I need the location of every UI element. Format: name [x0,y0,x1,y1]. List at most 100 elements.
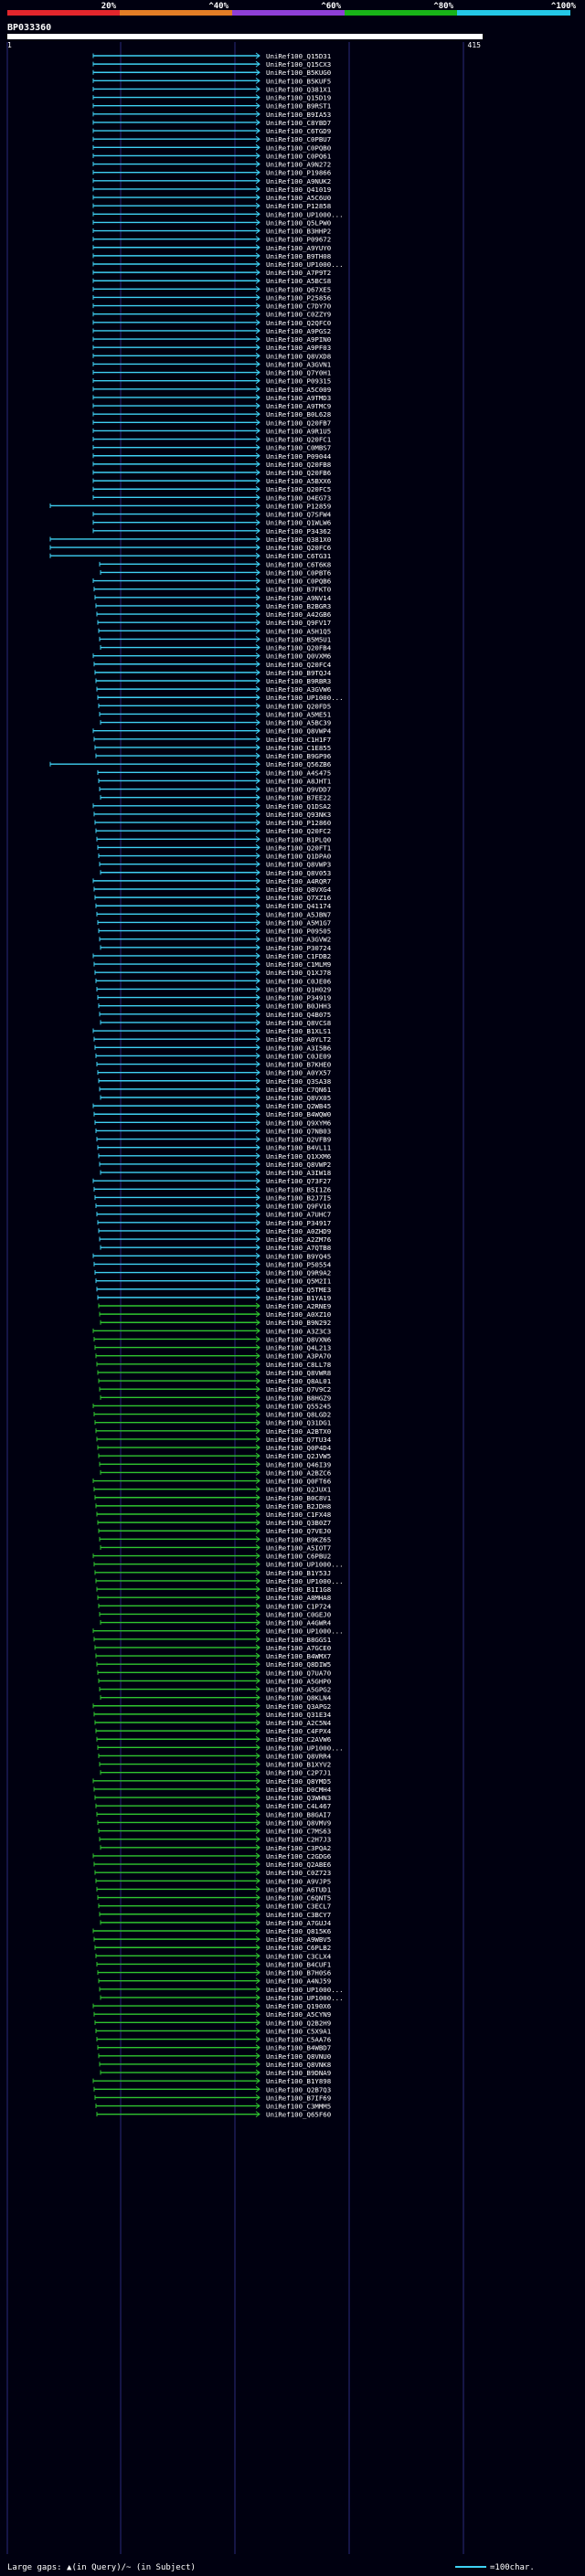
hit-label[interactable]: UniRef100_Q93NK3 [266,811,331,819]
hit-label[interactable]: UniRef100_A9R1U5 [266,427,331,435]
hit-row[interactable]: UniRef100_A5BXX6 [92,477,331,485]
hit-label[interactable]: UniRef100_Q20FB8 [266,461,331,469]
hit-row[interactable]: UniRef100_Q20FC5 [92,485,331,493]
hit-label[interactable]: UniRef100_Q41019 [266,186,331,194]
hit-label[interactable]: UniRef100_B9RBR3 [266,677,331,685]
hit-label[interactable]: UniRef100_Q65F60 [266,2111,331,2119]
hit-label[interactable]: UniRef100_C2P7J1 [266,1769,331,1777]
hit-row[interactable]: UniRef100_B3HHP2 [92,228,331,236]
hit-label[interactable]: UniRef100_B4WMX7 [266,1652,331,1660]
hit-label[interactable]: UniRef100_C1H1F7 [266,736,331,744]
hit-row[interactable]: UniRef100_Q1H029 [96,985,331,993]
hit-row[interactable]: UniRef100_A2BZC6 [100,1468,331,1477]
hit-row[interactable]: UniRef100_Q20FB6 [92,469,331,477]
hit-label[interactable]: UniRef100_C8LL78 [266,1361,331,1369]
hit-label[interactable]: UniRef100_Q1DSA2 [266,802,331,811]
hit-label[interactable]: UniRef100_Q7XZ16 [266,894,331,902]
hit-label[interactable]: UniRef100_A9TMC9 [266,402,331,410]
hit-row[interactable]: UniRef100_A9NUK2 [92,177,331,186]
hit-label[interactable]: UniRef100_C2GDG6 [266,1852,331,1860]
hit-row[interactable]: UniRef100_Q20FB7 [92,419,331,427]
hit-label[interactable]: UniRef100_B9TH08 [266,252,331,260]
hit-row[interactable]: UniRef100_C6TG31 [49,552,331,560]
hit-label[interactable]: UniRef100_C1E855 [266,744,331,752]
hit-label[interactable]: UniRef100_Q56ZB6 [266,760,331,769]
hit-row[interactable]: UniRef100_B5KUG0 [92,69,331,77]
hit-row[interactable]: UniRef100_A5GPG2 [99,1686,331,1694]
hit-label[interactable]: UniRef100_Q9R9A2 [266,1269,331,1277]
hit-row[interactable]: UniRef100_P34362 [92,527,331,535]
hit-label[interactable]: UniRef100_UP1000... [266,1744,344,1752]
hit-row[interactable]: UniRef100_C6PBU2 [92,1553,331,1561]
hit-row[interactable]: UniRef100_Q67XE5 [92,285,331,293]
hit-label[interactable]: UniRef100_Q8V053 [266,869,331,877]
hit-row[interactable]: UniRef100_Q190X6 [92,2002,331,2010]
hit-row[interactable]: UniRef100_A5M1G7 [97,918,331,927]
hit-label[interactable]: UniRef100_P30724 [266,944,332,952]
hit-row[interactable]: UniRef100_A5ME51 [99,710,331,718]
hit-label[interactable]: UniRef100_A9NUK2 [266,177,331,186]
hit-row[interactable]: UniRef100_B7KHE0 [96,1061,331,1069]
hit-label[interactable]: UniRef100_C7DY70 [266,302,331,311]
hit-row[interactable]: UniRef100_B1Y53J [94,1569,331,1577]
hit-row[interactable]: UniRef100_P09505 [98,928,331,936]
hit-label[interactable]: UniRef100_Q8VXD8 [266,352,331,360]
hit-row[interactable]: UniRef100_Q2B7Q3 [93,2085,331,2094]
hit-label[interactable]: UniRef100_B4WQW0 [266,1110,331,1118]
hit-row[interactable]: UniRef100_B9GP96 [95,752,331,760]
hit-label[interactable]: UniRef100_A5GHP0 [266,1677,331,1685]
hit-row[interactable]: UniRef100_Q55245 [92,1402,331,1410]
hit-row[interactable]: UniRef100_A9WBV5 [93,1935,331,1944]
hit-label[interactable]: UniRef100_Q0P4D4 [266,1444,332,1452]
hit-label[interactable]: UniRef100_Q20FB7 [266,419,331,427]
hit-row[interactable]: UniRef100_Q7TU34 [96,1436,332,1444]
hit-row[interactable]: UniRef100_Q15D31 [92,52,331,60]
hit-row[interactable]: UniRef100_Q8LGD2 [93,1411,331,1419]
hit-row[interactable]: UniRef100_A5CYN9 [93,2010,331,2019]
hit-row[interactable]: UniRef100_C7DY70 [92,302,331,311]
hit-row[interactable]: UniRef100_Q3SA38 [98,1077,331,1086]
hit-row[interactable]: UniRef100_B8GAI7 [96,1810,331,1818]
hit-label[interactable]: UniRef100_A5M1G7 [266,918,331,927]
hit-row[interactable]: UniRef100_P50554 [93,1260,332,1268]
hit-row[interactable]: UniRef100_A8JHT1 [98,777,331,785]
hit-row[interactable]: UniRef100_A3I5B6 [94,1044,331,1052]
hit-row[interactable]: UniRef100_B2BGR3 [95,602,331,610]
hit-row[interactable]: UniRef100_Q65F60 [96,2111,331,2119]
hit-row[interactable]: UniRef100_A0XZ10 [99,1310,331,1319]
hit-row[interactable]: UniRef100_B9TH08 [92,252,331,260]
hit-label[interactable]: UniRef100_Q7VEJ0 [266,1527,331,1535]
hit-row[interactable]: UniRef100_A4RQR7 [92,877,331,885]
hit-label[interactable]: UniRef100_B2JDH8 [266,1502,331,1511]
hit-row[interactable]: UniRef100_A7P9T2 [92,269,331,277]
hit-label[interactable]: UniRef100_Q67XE5 [266,285,331,293]
hit-label[interactable]: UniRef100_A0YLT2 [266,1035,331,1044]
hit-label[interactable]: UniRef100_Q1DPA0 [266,853,331,861]
hit-label[interactable]: UniRef100_C0PQB0 [266,143,331,152]
hit-row[interactable]: UniRef100_Q8VWP3 [99,861,331,869]
hit-label[interactable]: UniRef100_A9WBV5 [266,1935,331,1944]
hit-row[interactable]: UniRef100_O4EG73 [92,493,331,502]
hit-label[interactable]: UniRef100_P09315 [266,377,331,386]
hit-label[interactable]: UniRef100_C1MLM9 [266,960,331,969]
hit-label[interactable]: UniRef100_C0GEJ0 [266,1610,331,1618]
hit-label[interactable]: UniRef100_Q815K6 [266,1927,331,1935]
hit-label[interactable]: UniRef100_B0L628 [266,410,331,419]
hit-label[interactable]: UniRef100_A7GUJ4 [266,1919,332,1927]
hit-row[interactable]: UniRef100_Q2JVW5 [98,1452,331,1460]
hit-label[interactable]: UniRef100_B3HHP2 [266,228,331,236]
hit-label[interactable]: UniRef100_B1XLS1 [266,1027,331,1035]
hit-row[interactable]: UniRef100_A0YX57 [97,1069,331,1077]
hit-label[interactable]: UniRef100_UP1000... [266,1561,344,1569]
hit-row[interactable]: UniRef100_C5X9A1 [95,2027,331,2035]
hit-label[interactable]: UniRef100_A3Z3C3 [266,1327,331,1335]
hit-label[interactable]: UniRef100_Q15D19 [266,94,331,102]
hit-row[interactable]: UniRef100_B2JDH8 [95,1502,331,1511]
hit-row[interactable]: UniRef100_C2P7J1 [100,1769,331,1777]
hit-label[interactable]: UniRef100_Q8VWP4 [266,727,332,736]
hit-label[interactable]: UniRef100_A5C6U0 [266,194,331,202]
hit-row[interactable]: UniRef100_Q8KLN4 [100,1694,332,1702]
hit-row[interactable]: UniRef100_B2J7I5 [94,1193,331,1202]
hit-label[interactable]: UniRef100_Q73F27 [266,1177,331,1185]
hit-label[interactable]: UniRef100_Q9XYM6 [266,1118,331,1127]
